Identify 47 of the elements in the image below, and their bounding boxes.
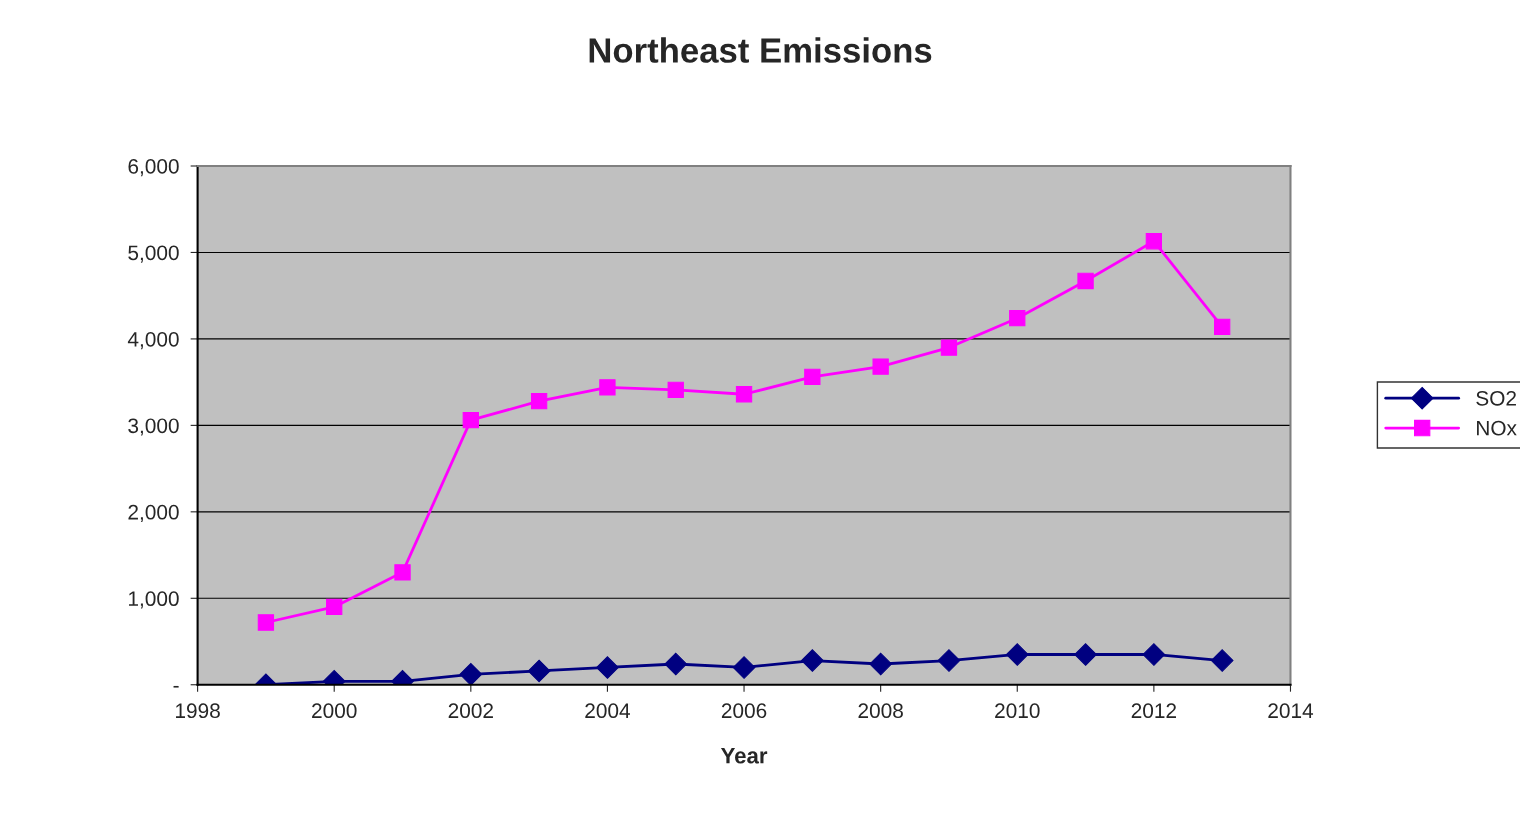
x-tick-label: 2010 xyxy=(995,703,1040,719)
point xyxy=(596,656,619,679)
point xyxy=(1074,643,1097,666)
point xyxy=(1214,318,1231,335)
x-tick-label: 2004 xyxy=(585,703,630,719)
y-tick-label: 2,000 xyxy=(128,504,179,523)
legend-label: SO2 xyxy=(1476,390,1516,406)
x-tick-label: 2014 xyxy=(1268,703,1314,719)
point xyxy=(732,656,756,679)
point xyxy=(1142,643,1166,666)
point xyxy=(804,368,821,386)
point xyxy=(1009,310,1026,327)
point xyxy=(735,386,753,403)
y-tick-label: 5,000 xyxy=(128,245,179,263)
chart-title: Northeast Emissions xyxy=(589,37,932,63)
point xyxy=(257,614,275,631)
point xyxy=(940,339,958,356)
point xyxy=(530,393,548,410)
point xyxy=(664,652,688,676)
y-tick-label: 4,000 xyxy=(127,331,179,350)
point xyxy=(667,381,684,399)
x-tick-label: 2002 xyxy=(448,703,493,719)
x-axis-title: Year xyxy=(720,748,768,764)
y-tick-label: - xyxy=(173,685,179,688)
point xyxy=(1210,649,1234,672)
point xyxy=(1077,272,1094,290)
x-tick-label: 2006 xyxy=(721,703,767,719)
point xyxy=(394,564,411,581)
point xyxy=(872,358,889,375)
x-tick-label: 2008 xyxy=(858,703,903,719)
x-tick-label: 2000 xyxy=(312,703,357,719)
point xyxy=(326,598,343,616)
point xyxy=(1005,643,1029,666)
y-tick-label: 1,000 xyxy=(129,591,179,609)
x-tick-label: 2012 xyxy=(1131,703,1176,719)
y-tick-label: 6,000 xyxy=(128,159,179,177)
point xyxy=(599,379,616,396)
y-tick-label: 3,000 xyxy=(128,418,179,436)
point xyxy=(869,652,892,676)
point xyxy=(1145,233,1163,250)
point xyxy=(459,663,483,685)
point xyxy=(527,659,551,683)
x-tick-label: 1998 xyxy=(176,703,220,719)
point xyxy=(937,649,961,672)
point xyxy=(801,649,824,672)
legend-label: NOx xyxy=(1477,420,1517,436)
point xyxy=(462,412,479,429)
